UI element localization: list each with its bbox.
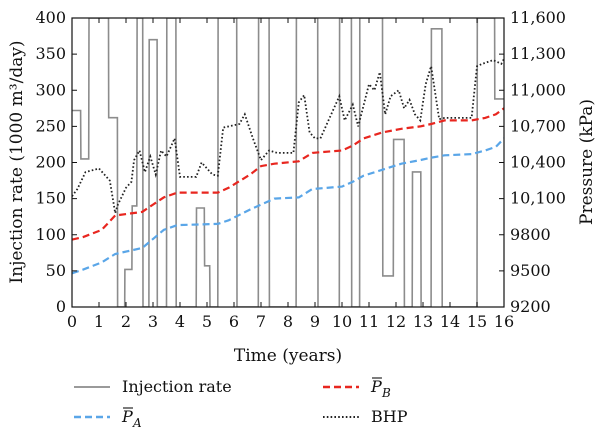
y-left-tick-label: 400: [35, 8, 66, 27]
x-axis-label: Time (years): [234, 346, 342, 366]
legend-subscript: B: [381, 386, 391, 400]
x-tick-label: 5: [202, 312, 212, 331]
x-tick-label: 3: [148, 312, 158, 331]
x-tick-label: 11: [359, 312, 379, 331]
y-axis-right: 9200 9500 9800 10,100 10,400 10,700 11,000 11,3…: [499, 8, 566, 316]
legend-label: P: [121, 407, 133, 426]
x-tick-label: 0: [67, 312, 77, 331]
x-tick-label: 8: [283, 312, 293, 331]
y-axis-left-label: Injection rate (1000 m³/day): [7, 40, 27, 283]
legend-label: BHP: [371, 407, 408, 426]
y-left-tick-label: 50: [46, 261, 66, 280]
y-right-tick-label: 9500: [510, 261, 551, 280]
y-right-tick-label: 10,100: [510, 189, 566, 208]
y-left-tick-label: 350: [35, 44, 66, 63]
x-tick-label: 6: [229, 312, 239, 331]
series-line-p-a: [72, 137, 504, 275]
y-left-tick-label: 300: [35, 80, 66, 99]
y-right-tick-label: 11,000: [510, 80, 566, 99]
y-right-tick-label: 11,600: [510, 8, 566, 27]
y-right-tick-label: 9200: [510, 297, 551, 316]
y-left-tick-label: 200: [35, 153, 66, 172]
x-tick-label: 1: [94, 312, 104, 331]
series-line-p-b: [72, 107, 504, 241]
x-tick-label: 12: [386, 312, 406, 331]
y-left-tick-label: 150: [35, 189, 66, 208]
x-tick-label: 10: [332, 312, 352, 331]
x-tick-label: 15: [467, 312, 487, 331]
series-layer: [72, 18, 504, 307]
x-tick-label: 16: [494, 312, 514, 331]
y-right-tick-label: 11,300: [510, 44, 566, 63]
legend-label: P: [370, 377, 382, 396]
legend-label: Injection rate: [122, 377, 232, 396]
y-axis-right-label: Pressure (kPa): [577, 99, 597, 225]
legend: Injection rate P BP A BHP: [74, 377, 408, 430]
x-tick-label: 4: [175, 312, 185, 331]
x-tick-label: 2: [121, 312, 131, 331]
x-tick-label: 9: [310, 312, 320, 331]
y-left-tick-label: 100: [35, 225, 66, 244]
y-axis-left: 0 50 100 150 200 250 300 350 400: [35, 8, 77, 316]
y-right-tick-label: 10,700: [510, 116, 566, 135]
series-line-injection-rate: [72, 18, 504, 307]
y-right-tick-label: 10,400: [510, 153, 566, 172]
y-right-tick-label: 9800: [510, 225, 551, 244]
legend-subscript: A: [132, 416, 142, 430]
y-left-tick-label: 250: [35, 116, 66, 135]
x-axis: 0 1 2 3 4 5 6 7 8 9 10 11 12 13 14 15 16: [67, 18, 514, 331]
x-tick-label: 7: [256, 312, 266, 331]
x-tick-label: 13: [413, 312, 433, 331]
y-left-tick-label: 0: [56, 297, 66, 316]
x-tick-label: 14: [440, 312, 460, 331]
